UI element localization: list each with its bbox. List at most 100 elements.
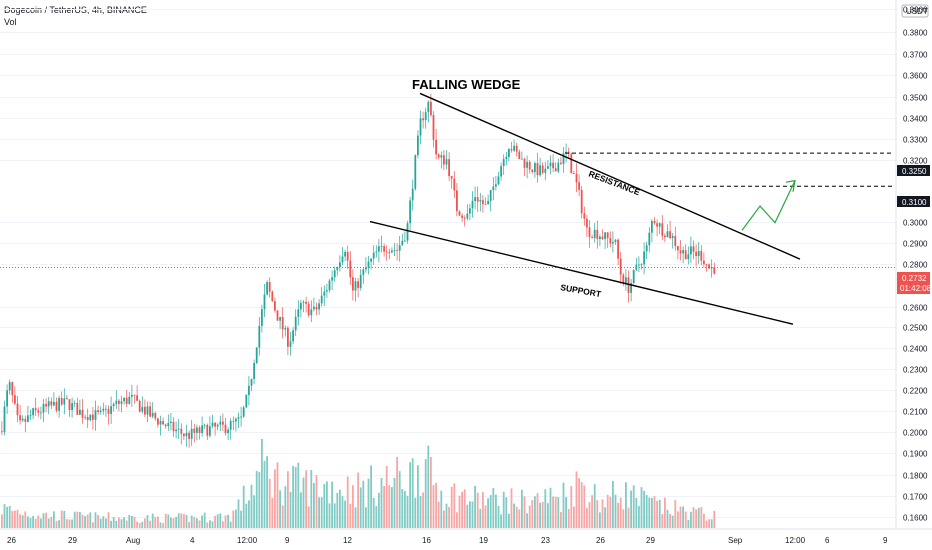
candle-body (367, 261, 370, 268)
candle-body (193, 428, 196, 433)
volume-bar (424, 459, 427, 528)
volume-bar (157, 516, 159, 528)
candle-body (622, 274, 625, 284)
volume-bar (206, 522, 209, 528)
candle-body (588, 227, 591, 238)
candle-body (68, 399, 71, 411)
candle-body (281, 317, 284, 330)
candle-body (276, 310, 279, 321)
volume-bar (674, 500, 677, 528)
volume-bar (323, 483, 326, 528)
candle-body (643, 251, 645, 265)
candle-body (66, 398, 68, 400)
candle-body (302, 301, 305, 303)
candle-body (489, 190, 492, 201)
candle-body (705, 264, 708, 265)
volume-bar (300, 492, 302, 528)
volume-bar (383, 485, 385, 528)
candle-body (58, 397, 60, 411)
volume-bar (422, 492, 424, 528)
time-axis[interactable]: 26 29 Aug 4 12:00 9 12 16 19 23 26 29 Sep 12:00 6 9 (0, 528, 932, 545)
x-tick-label: 16 (422, 536, 431, 545)
candle-body (437, 154, 440, 158)
upper-level-badge (897, 165, 930, 176)
volume-bar (307, 506, 310, 528)
candle-body (515, 145, 518, 152)
volume-bar (258, 472, 261, 528)
volume-bar (391, 487, 393, 528)
volume-bar (398, 471, 401, 528)
candle-body (94, 410, 97, 420)
volume-bar (656, 501, 658, 528)
x-tick-label: 26 (7, 536, 16, 545)
support-label: SUPPORT (560, 282, 603, 299)
volume-bar (245, 503, 248, 528)
volume-bar (63, 510, 66, 528)
y-tick-label: 0.3300 (903, 136, 928, 145)
candle-body (133, 394, 136, 396)
y-tick-label: 0.2800 (903, 261, 928, 270)
candle-body (21, 418, 24, 421)
candle-body (645, 245, 648, 252)
volume-bar (456, 512, 458, 528)
candle-body (97, 410, 99, 413)
volume-bar (385, 465, 388, 528)
candle-body (690, 246, 692, 255)
candle-body (370, 258, 372, 262)
candle-body (505, 156, 508, 159)
volume-bar (640, 487, 643, 528)
volume-bar (508, 513, 510, 528)
candle-body (73, 402, 76, 404)
candle-body (305, 301, 307, 304)
candle-body (461, 215, 463, 218)
candle-body (185, 432, 188, 437)
volume-bar (658, 499, 661, 528)
candle-body (237, 417, 240, 419)
price-axis[interactable]: USDT 0.3900 0.3800 0.3700 0.3600 0.3500 0.340… (895, 0, 932, 529)
candle-body (443, 155, 445, 165)
volume-bar (141, 521, 144, 528)
volume-bar (336, 492, 339, 528)
volume-bar (645, 494, 648, 528)
candle-body (50, 401, 53, 406)
volume-bar (463, 489, 466, 528)
candle-body (448, 159, 450, 177)
candle-body (651, 221, 653, 233)
volume-bar (417, 465, 419, 528)
candle-body (539, 165, 541, 176)
candle-body (359, 274, 362, 288)
candle-body (146, 406, 149, 415)
candle-body (40, 412, 42, 414)
candle-body (138, 400, 141, 412)
volume-bar (94, 512, 97, 528)
candle-body (151, 412, 154, 417)
volume-bar (235, 509, 237, 528)
candle-body (591, 237, 593, 239)
y-tick-label: 0.3500 (903, 94, 928, 103)
candle-body (531, 169, 534, 173)
candle-body (510, 149, 513, 151)
candle-body (398, 245, 401, 251)
candle-body (253, 363, 255, 379)
candle-body (216, 424, 219, 427)
candle-body (565, 151, 567, 154)
volume-bar (144, 518, 146, 528)
volume-bar (274, 469, 276, 528)
candle-body (495, 184, 497, 187)
volume-bar (583, 485, 586, 528)
candle-body (508, 149, 510, 157)
volume-bar (635, 497, 638, 528)
candle-body (536, 163, 539, 176)
y-tick-label: 0.2500 (903, 324, 928, 333)
volume-bar (250, 484, 253, 528)
candle-body (313, 306, 315, 310)
candle-body (118, 400, 120, 404)
candle-body (177, 428, 180, 430)
candle-body (333, 270, 336, 278)
y-tick-label: 0.3600 (903, 72, 928, 81)
candle-body (157, 418, 159, 425)
candle-body (326, 290, 328, 292)
volume-bar (188, 522, 190, 528)
volume-label[interactable]: Vol (4, 17, 17, 27)
